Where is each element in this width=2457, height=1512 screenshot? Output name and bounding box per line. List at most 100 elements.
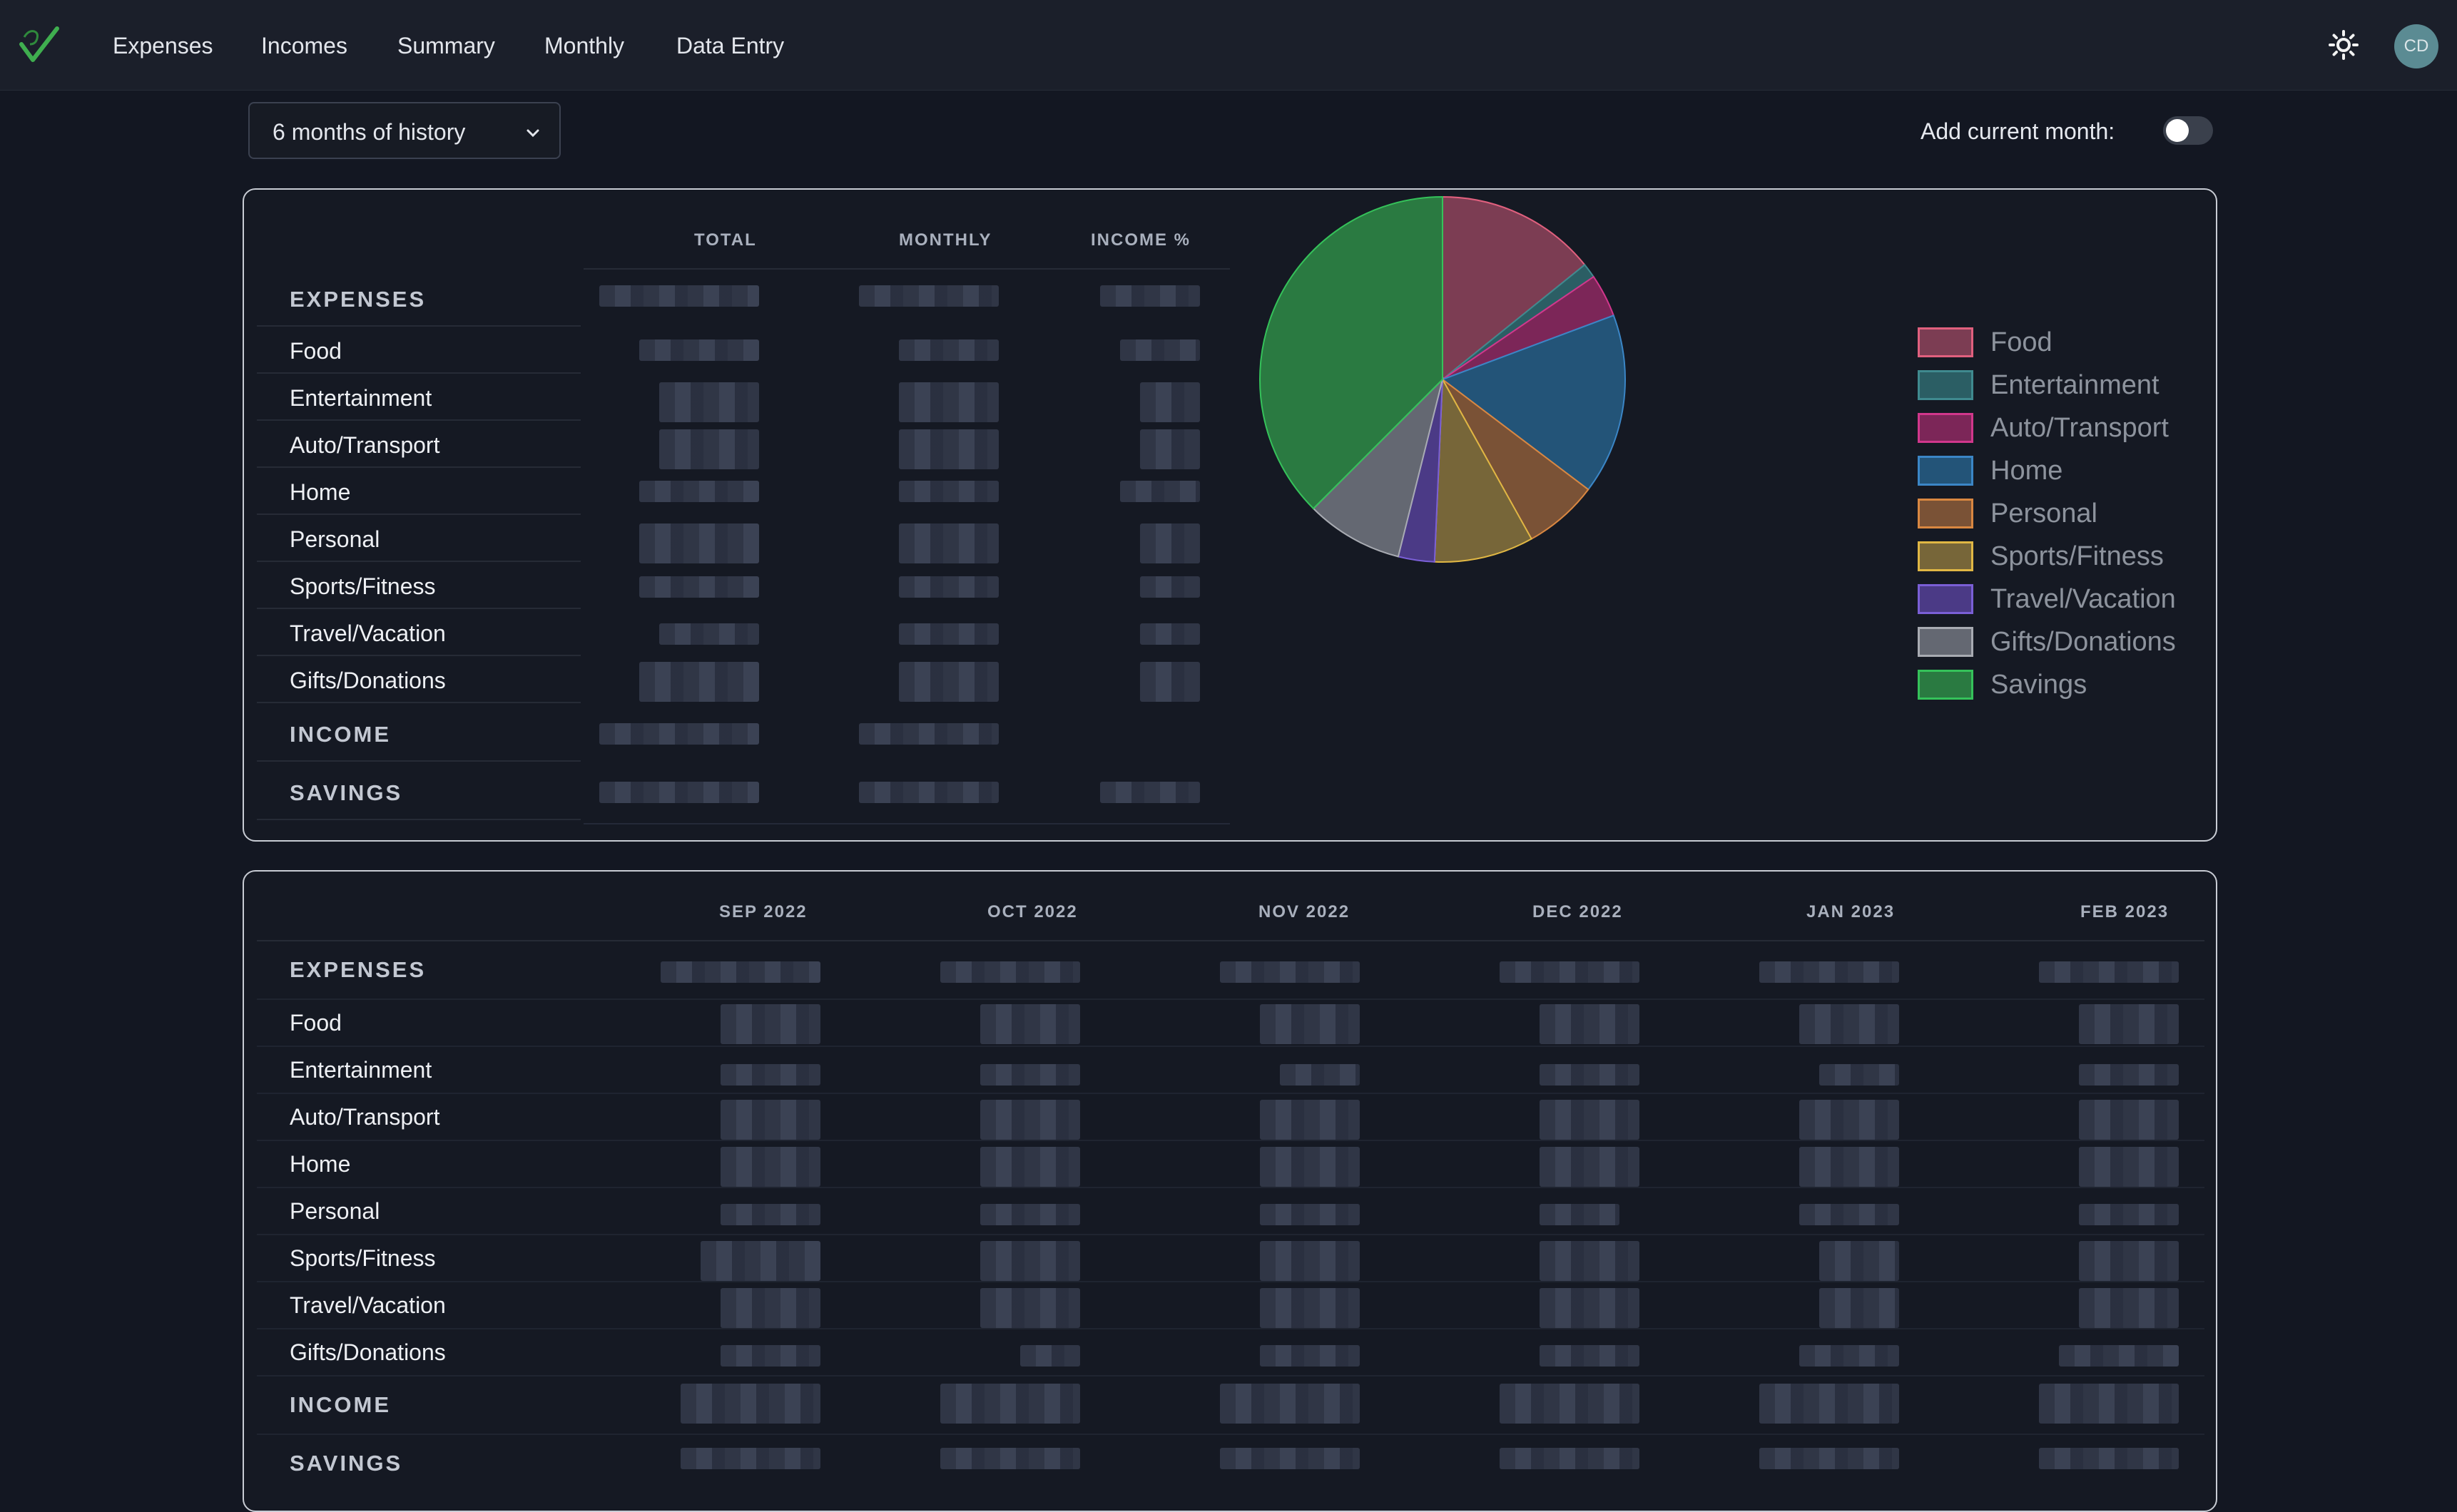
redacted-value: [859, 782, 999, 803]
legend-swatch-entertainment: [1918, 370, 1973, 400]
redacted-value: [2039, 1384, 2179, 1424]
redacted-value: [940, 961, 1080, 983]
add-current-month-label: Add current month:: [1921, 118, 2115, 144]
redacted-value: [899, 429, 999, 469]
row-divider: [257, 998, 2204, 1000]
redacted-value: [1819, 1288, 1899, 1328]
row-divider: [257, 1281, 2204, 1282]
toggle-knob: [2166, 119, 2189, 142]
nav-incomes[interactable]: Incomes: [261, 33, 347, 58]
legend-label-home: Home: [1990, 456, 2063, 486]
history-select[interactable]: 6 months of history: [248, 102, 561, 159]
divider: [584, 268, 1230, 270]
legend-swatch-personal: [1918, 499, 1973, 528]
redacted-value: [1260, 1288, 1360, 1328]
legend-label-auto-transport: Auto/Transport: [1990, 413, 2169, 443]
sun-icon[interactable]: [2329, 30, 2359, 60]
redacted-value: [1260, 1147, 1360, 1187]
column-header-dec-2022[interactable]: DEC 2022: [1532, 902, 1623, 921]
redacted-value: [1140, 429, 1200, 469]
column-header-nov-2022[interactable]: NOV 2022: [1258, 902, 1350, 921]
nav-data-entry[interactable]: Data Entry: [676, 33, 785, 58]
row-divider: [257, 1234, 2204, 1235]
redacted-value: [899, 662, 999, 702]
row-divider: [257, 1434, 2204, 1435]
redacted-value: [2039, 1448, 2179, 1469]
redacted-value: [1540, 1345, 1639, 1367]
column-header-feb-2023[interactable]: FEB 2023: [2080, 902, 2169, 921]
nav-expenses[interactable]: Expenses: [113, 33, 213, 58]
redacted-value: [599, 723, 759, 745]
redacted-value: [639, 523, 759, 563]
avatar[interactable]: CD: [2394, 24, 2438, 68]
redacted-value: [1540, 1241, 1639, 1281]
nav-summary[interactable]: Summary: [397, 33, 495, 58]
redacted-value: [899, 623, 999, 645]
redacted-value: [1260, 1004, 1360, 1044]
legend-swatch-savings: [1918, 670, 1973, 700]
row-divider: [257, 325, 581, 327]
redacted-value: [2079, 1288, 2179, 1328]
pie-slice-home[interactable]: [1440, 314, 1626, 491]
row-divider: [257, 514, 581, 515]
column-header-jan-2023[interactable]: JAN 2023: [1806, 902, 1896, 921]
column-header-sep-2022[interactable]: SEP 2022: [719, 902, 808, 921]
legend-label-entertainment: Entertainment: [1990, 370, 2160, 400]
legend-swatch-sports-fitness: [1918, 541, 1973, 571]
redacted-value: [1260, 1100, 1360, 1140]
column-header-total[interactable]: TOTAL: [694, 230, 757, 250]
redacted-value: [701, 1241, 820, 1281]
nav-monthly[interactable]: Monthly: [544, 33, 625, 58]
app-logo-icon[interactable]: [17, 23, 61, 67]
redacted-value: [1759, 1384, 1899, 1424]
row-expenses: EXPENSES: [290, 957, 427, 982]
row-divider: [257, 1093, 2204, 1094]
redacted-value: [721, 1004, 820, 1044]
row-income: INCOME: [290, 1392, 391, 1417]
pie-slice-savings[interactable]: [1259, 195, 1443, 510]
row-divider: [257, 372, 581, 374]
row-divider: [257, 1140, 2204, 1141]
redacted-value: [659, 623, 759, 645]
row-auto-transport: Auto/Transport: [290, 1104, 440, 1130]
redacted-value: [899, 339, 999, 361]
redacted-value: [721, 1345, 820, 1367]
row-divider: [257, 760, 581, 762]
row-food: Food: [290, 338, 342, 364]
pie-slice-sports-fitness[interactable]: [1433, 377, 1533, 563]
summary-panel: TOTAL MONTHLY INCOME % EXPENSES Food Ent…: [243, 188, 2217, 842]
redacted-value: [980, 1241, 1080, 1281]
divider: [257, 940, 2204, 941]
row-home: Home: [290, 479, 351, 505]
redacted-value: [599, 782, 759, 803]
row-income: INCOME: [290, 722, 391, 747]
redacted-value: [1799, 1345, 1899, 1367]
add-current-month-toggle[interactable]: [2163, 116, 2213, 145]
redacted-value: [1759, 961, 1899, 983]
pie-slice-gifts-donations[interactable]: [1312, 377, 1444, 558]
row-travel-vacation: Travel/Vacation: [290, 620, 446, 646]
column-header-monthly[interactable]: MONTHLY: [899, 230, 992, 250]
column-header-income-pct[interactable]: INCOME %: [1091, 230, 1191, 250]
table-bottom-border: [584, 823, 1230, 824]
redacted-value: [1120, 339, 1200, 361]
redacted-value: [639, 662, 759, 702]
redacted-value: [1100, 285, 1200, 307]
pie-slice-food[interactable]: [1442, 195, 1586, 382]
row-gifts-donations: Gifts/Donations: [290, 1339, 446, 1365]
redacted-value: [1540, 1147, 1639, 1187]
redacted-value: [1540, 1288, 1639, 1328]
row-divider: [257, 655, 581, 656]
redacted-value: [1799, 1004, 1899, 1044]
redacted-value: [639, 481, 759, 502]
monthly-panel: SEP 2022 OCT 2022 NOV 2022 DEC 2022 JAN …: [243, 870, 2217, 1512]
legend-label-food: Food: [1990, 327, 2052, 357]
redacted-value: [1540, 1204, 1619, 1225]
legend-label-sports-fitness: Sports/Fitness: [1990, 541, 2164, 571]
legend-swatch-auto-transport: [1918, 413, 1973, 443]
redacted-value: [681, 1384, 820, 1424]
redacted-value: [980, 1064, 1080, 1086]
column-header-oct-2022[interactable]: OCT 2022: [987, 902, 1078, 921]
redacted-value: [639, 339, 759, 361]
redacted-value: [2039, 961, 2179, 983]
